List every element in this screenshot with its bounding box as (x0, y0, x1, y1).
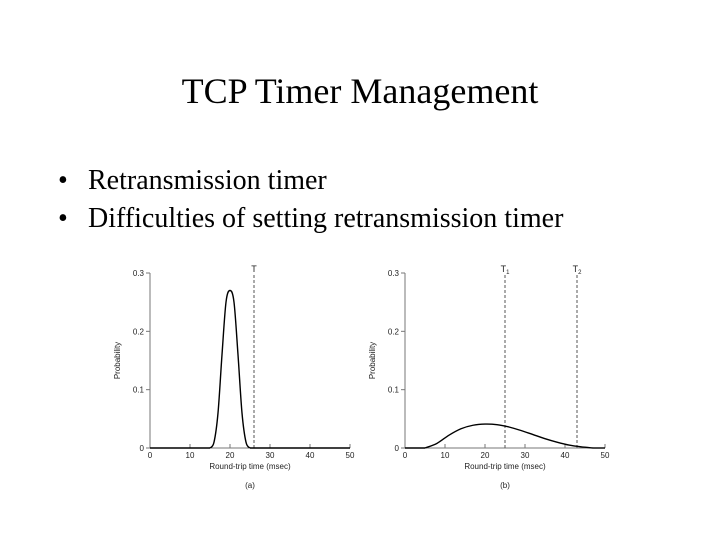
bullet-item: • Difficulties of setting retransmission … (58, 200, 563, 238)
x-tick-label: 0 (403, 451, 408, 460)
y-tick-label: 0.1 (133, 386, 145, 395)
y-tick-label: 0 (395, 444, 400, 453)
y-axis-label: Probability (113, 342, 122, 379)
x-tick-label: 20 (481, 451, 490, 460)
y-tick-label: 0.2 (388, 327, 400, 336)
x-axis-label: Round-trip time (msec) (209, 462, 291, 471)
slide-title: TCP Timer Management (181, 71, 539, 111)
y-tick-label: 0 (140, 444, 145, 453)
chart-b: 0 0.1 0.2 0.3 0 10 20 30 40 50 Round-trip time (ms… (368, 264, 610, 490)
bullet-item: • Retransmission timer (58, 162, 563, 200)
x-tick-label: 10 (186, 451, 195, 460)
x-tick-label: 30 (521, 451, 530, 460)
y-tick-label: 0.2 (133, 327, 145, 336)
y-tick-label: 0.1 (388, 386, 400, 395)
x-tick-label: 20 (226, 451, 235, 460)
y-tick-label: 0.3 (133, 269, 145, 278)
y-tick-label: 0.3 (388, 269, 400, 278)
x-tick-label: 50 (601, 451, 610, 460)
timeout-label: T1 (501, 264, 511, 276)
timeout-label: T (251, 264, 257, 274)
x-tick-label: 0 (148, 451, 153, 460)
x-tick-label: 40 (306, 451, 315, 460)
probability-curve (209, 289, 251, 449)
chart-caption: (a) (245, 481, 255, 490)
bullet-list: • Retransmission timer • Difficulties of s… (58, 162, 563, 238)
y-axis-label: Probability (368, 342, 377, 379)
bullet-icon: • (58, 203, 68, 234)
timeout-label: T2 (573, 264, 583, 276)
bullet-text: Retransmission timer (88, 165, 327, 196)
x-tick-label: 40 (561, 451, 570, 460)
bullet-text: Difficulties of setting retransmission t… (88, 203, 564, 234)
chart-caption: (b) (500, 481, 510, 490)
x-tick-label: 10 (441, 451, 450, 460)
x-tick-label: 30 (266, 451, 275, 460)
probability-curve (424, 423, 594, 449)
x-tick-label: 50 (346, 451, 355, 460)
chart-a: 0 0.1 0.2 0.3 0 10 20 30 40 50 Round-trip time (ms… (113, 264, 355, 490)
bullet-icon: • (58, 165, 68, 196)
x-axis-label: Round-trip time (msec) (464, 462, 546, 471)
